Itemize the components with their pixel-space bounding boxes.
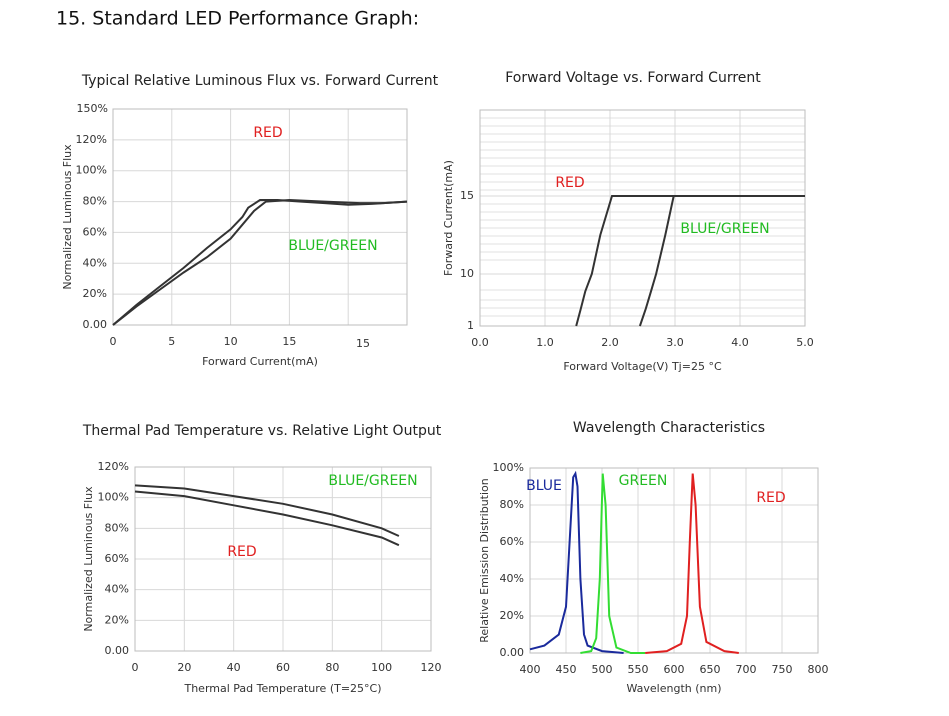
x-tick-label: 3.0 — [666, 336, 684, 349]
series-line — [645, 473, 739, 654]
x-tick-label: 5 — [168, 335, 175, 348]
x-tick-label: 650 — [700, 663, 721, 676]
series-line — [580, 473, 646, 654]
x-tick-label: 20 — [177, 661, 191, 674]
x-tick-label: 100 — [371, 661, 392, 674]
x-axis-label: Forward Current(mA) — [202, 355, 318, 368]
annotation: 15 — [356, 337, 370, 350]
y-tick-label: 0.00 — [83, 318, 108, 331]
y-tick-label: 60% — [105, 552, 129, 565]
series-line — [134, 484, 400, 537]
chart-title: Typical Relative Luminous Flux vs. Forwa… — [81, 73, 439, 89]
x-tick-label: 400 — [520, 663, 541, 676]
chart-title: Forward Voltage vs. Forward Current — [505, 70, 761, 86]
page-heading: 15. Standard LED Performance Graph: — [56, 8, 419, 30]
x-tick-label: 80 — [325, 661, 339, 674]
series-label: BLUE/GREEN — [288, 238, 377, 254]
x-tick-label: 60 — [276, 661, 290, 674]
chart-title: Thermal Pad Temperature vs. Relative Lig… — [82, 423, 442, 439]
series-line — [112, 198, 408, 326]
series-line — [575, 195, 805, 327]
x-tick-label: 15 — [282, 335, 296, 348]
x-tick-label: 0.0 — [471, 336, 489, 349]
x-tick-label: 800 — [808, 663, 829, 676]
x-tick-label: 5.0 — [796, 336, 814, 349]
x-tick-label: 500 — [592, 663, 613, 676]
y-tick-label: 1 — [467, 319, 474, 332]
y-tick-label: 15 — [460, 189, 474, 202]
y-tick-label: 20% — [500, 609, 524, 622]
y-tick-label: 40% — [500, 572, 524, 585]
x-tick-label: 450 — [556, 663, 577, 676]
x-tick-label: 1.0 — [536, 336, 554, 349]
series-label: RED — [253, 125, 282, 141]
y-tick-label: 60% — [83, 225, 107, 238]
chart-title: Wavelength Characteristics — [573, 420, 765, 436]
series-label: RED — [227, 544, 256, 560]
y-axis-label: Normalized Luminous Flux — [61, 144, 74, 290]
y-tick-label: 100% — [98, 491, 129, 504]
x-tick-label: 550 — [628, 663, 649, 676]
series-line — [134, 490, 400, 547]
x-tick-label: 700 — [736, 663, 757, 676]
x-tick-label: 10 — [224, 335, 238, 348]
y-tick-label: 80% — [105, 521, 129, 534]
annotation: 150% — [77, 102, 108, 115]
x-tick-label: 0 — [132, 661, 139, 674]
plot-frame — [479, 109, 806, 327]
series-label: RED — [555, 175, 584, 191]
y-axis-label: Normalized Luminous Flux — [82, 486, 95, 632]
y-tick-label: 100% — [493, 461, 524, 474]
x-tick-label: 750 — [772, 663, 793, 676]
x-axis-label: Wavelength (nm) — [626, 682, 721, 695]
series-line — [529, 470, 624, 654]
y-tick-label: 0.00 — [500, 646, 525, 659]
x-tick-label: 2.0 — [601, 336, 619, 349]
y-tick-label: 40% — [83, 256, 107, 269]
series-label: GREEN — [619, 473, 668, 489]
series-label: RED — [756, 490, 785, 506]
y-axis-label: Relative Emission Distribution — [478, 478, 491, 642]
y-tick-label: 60% — [500, 535, 524, 548]
series-label: BLUE/GREEN — [328, 473, 417, 489]
y-tick-label: 0.00 — [105, 644, 130, 657]
y-tick-label: 80% — [83, 195, 107, 208]
x-tick-label: 0 — [110, 335, 117, 348]
y-axis-label: Forward Current(mA) — [442, 160, 455, 276]
x-tick-label: 120 — [421, 661, 442, 674]
y-tick-label: 120% — [76, 133, 107, 146]
y-tick-label: 10 — [460, 267, 474, 280]
plot-frame — [134, 466, 432, 652]
x-tick-label: 40 — [227, 661, 241, 674]
y-tick-label: 20% — [105, 613, 129, 626]
x-tick-label: 4.0 — [731, 336, 749, 349]
y-tick-label: 40% — [105, 583, 129, 596]
plot-frame — [112, 108, 408, 326]
x-axis-label: Forward Voltage(V) Tj=25 °C — [563, 360, 722, 373]
y-tick-label: 80% — [500, 498, 524, 511]
series-line — [638, 195, 805, 327]
x-axis-label: Thermal Pad Temperature (T=25°C) — [183, 682, 381, 695]
x-tick-label: 600 — [664, 663, 685, 676]
y-tick-label: 100% — [76, 164, 107, 177]
series-line — [112, 199, 408, 326]
series-label: BLUE/GREEN — [680, 221, 769, 237]
y-tick-label: 20% — [83, 287, 107, 300]
y-tick-label: 120% — [98, 460, 129, 473]
series-label: BLUE — [526, 478, 562, 494]
plot-frame — [529, 467, 819, 654]
